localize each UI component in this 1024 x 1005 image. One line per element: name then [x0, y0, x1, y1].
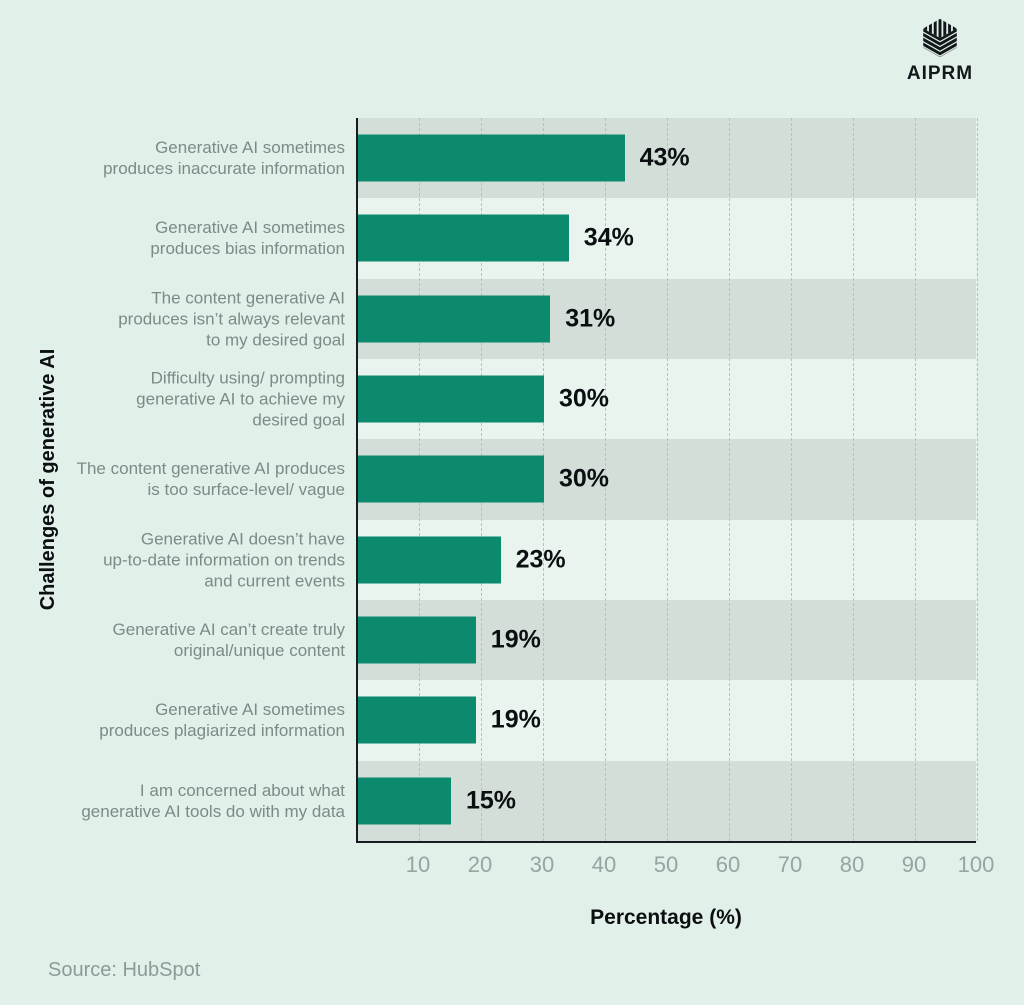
category-label: Generative AI doesn’t have up-to-date inf…: [103, 529, 345, 591]
value-label: 31%: [565, 304, 616, 333]
x-axis-ticks: 10 20 30 40 50 60 70 80 90 100: [356, 852, 995, 878]
x-tick-label: 20: [467, 852, 493, 877]
chart-row: 19% Generative AI can’t create truly origi…: [113, 599, 976, 681]
value-label: 23%: [515, 545, 566, 574]
chart-row: 23% Generative AI doesn’t have up-to-date …: [103, 519, 976, 600]
x-tick-label: 80: [839, 852, 865, 877]
brand-name: AIPRM: [906, 63, 974, 84]
y-axis-title: Challenges of generative AI: [37, 348, 59, 611]
bar: [358, 616, 476, 664]
chart-row: 30% Difficulty using/ prompting generative…: [136, 358, 976, 440]
bar: [358, 696, 476, 744]
x-tick-label: 70: [777, 852, 803, 877]
bar: [358, 455, 544, 503]
category-label: Generative AI sometimes produces plagiari…: [99, 700, 345, 741]
bar: [358, 536, 501, 584]
x-tick-label: 30: [529, 852, 555, 877]
value-label: 34%: [583, 223, 634, 252]
source-note: Source: HubSpot: [48, 959, 201, 981]
chart-rows: 43% Generative AI sometimes produces inacc…: [77, 118, 976, 841]
category-label: Generative AI sometimes produces bias inf…: [150, 218, 345, 259]
value-label: 19%: [490, 625, 541, 654]
chart-row: 15% I am concerned about what generative A…: [81, 760, 976, 841]
category-label: Difficulty using/ prompting generative AI…: [136, 368, 345, 430]
x-tick-label: 10: [405, 852, 431, 877]
value-label: 19%: [490, 705, 541, 734]
x-axis-title: Percentage (%): [590, 906, 742, 929]
bar: [358, 295, 551, 343]
chart-row: 34% Generative AI sometimes produces bias …: [150, 198, 976, 279]
category-label: The content generative AI produces isn’t …: [118, 288, 345, 350]
value-label: 43%: [639, 143, 690, 172]
x-tick-label: 50: [653, 852, 679, 877]
x-tick-label: 90: [901, 852, 927, 877]
category-label: The content generative AI produces is too…: [76, 459, 345, 500]
x-tick-label: 40: [591, 852, 617, 877]
bar: [358, 134, 625, 182]
value-label: 30%: [559, 384, 610, 413]
chart-row: 30% The content generative AI produces is …: [77, 439, 976, 520]
x-tick-label: 60: [715, 852, 741, 877]
chart-row: 19% Generative AI sometimes produces plagi…: [99, 680, 976, 761]
bar: [358, 777, 451, 825]
chart-row: 43% Generative AI sometimes produces inacc…: [103, 118, 976, 199]
gridline: [977, 118, 978, 841]
value-label: 15%: [466, 786, 517, 815]
chart-row: 31% The content generative AI produces isn…: [118, 278, 976, 359]
plot-area: 43% Generative AI sometimes produces inacc…: [77, 118, 978, 843]
bar: [358, 375, 544, 423]
brand-block: AIPRM: [898, 16, 982, 85]
x-tick-label: 100: [957, 852, 995, 877]
category-label: I am concerned about what generative AI t…: [81, 780, 345, 821]
category-label: Generative AI can’t create truly original…: [112, 620, 345, 661]
value-label: 30%: [559, 464, 610, 493]
category-label: Generative AI sometimes produces inaccura…: [103, 138, 345, 179]
aiprm-cube-logo-icon: [923, 18, 957, 58]
bar: [358, 214, 569, 262]
